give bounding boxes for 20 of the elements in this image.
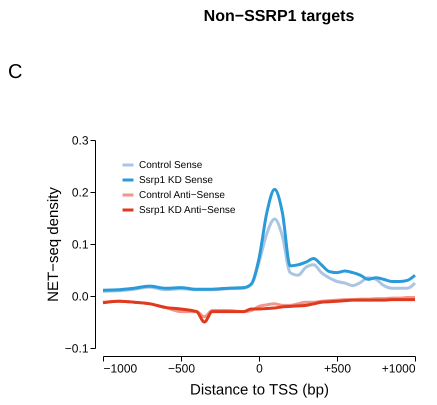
y-axis-title: NET−seq density: [44, 186, 62, 302]
x-tick-label: +500: [324, 362, 352, 376]
text: C: [8, 61, 22, 83]
legend-label: Control Sense: [139, 160, 203, 171]
y-tick-label: 0.2: [72, 186, 89, 200]
x-tick-label: +1000: [382, 362, 416, 376]
legend-label: Ssrp1 KD Sense: [139, 175, 214, 186]
x-tick-label: −500: [168, 362, 196, 376]
y-tick-label: 0.1: [72, 238, 89, 252]
line-series: [102, 188, 416, 292]
chart-title: Non−SSRP1 targets: [204, 8, 354, 25]
line-series: [102, 298, 416, 324]
x-axis-title: Distance to TSS (bp): [190, 382, 329, 398]
legend-label: Ssrp1 KD Anti−Sense: [139, 205, 236, 216]
x-tick-label: −1000: [104, 362, 138, 376]
x-tick-label: 0: [256, 362, 264, 376]
y-tick-label: 0.0: [72, 290, 89, 304]
y-tick-label: −0.1: [64, 342, 89, 356]
y-tick-label: 0.3: [72, 134, 89, 148]
legend-label: Control Anti−Sense: [139, 190, 226, 201]
